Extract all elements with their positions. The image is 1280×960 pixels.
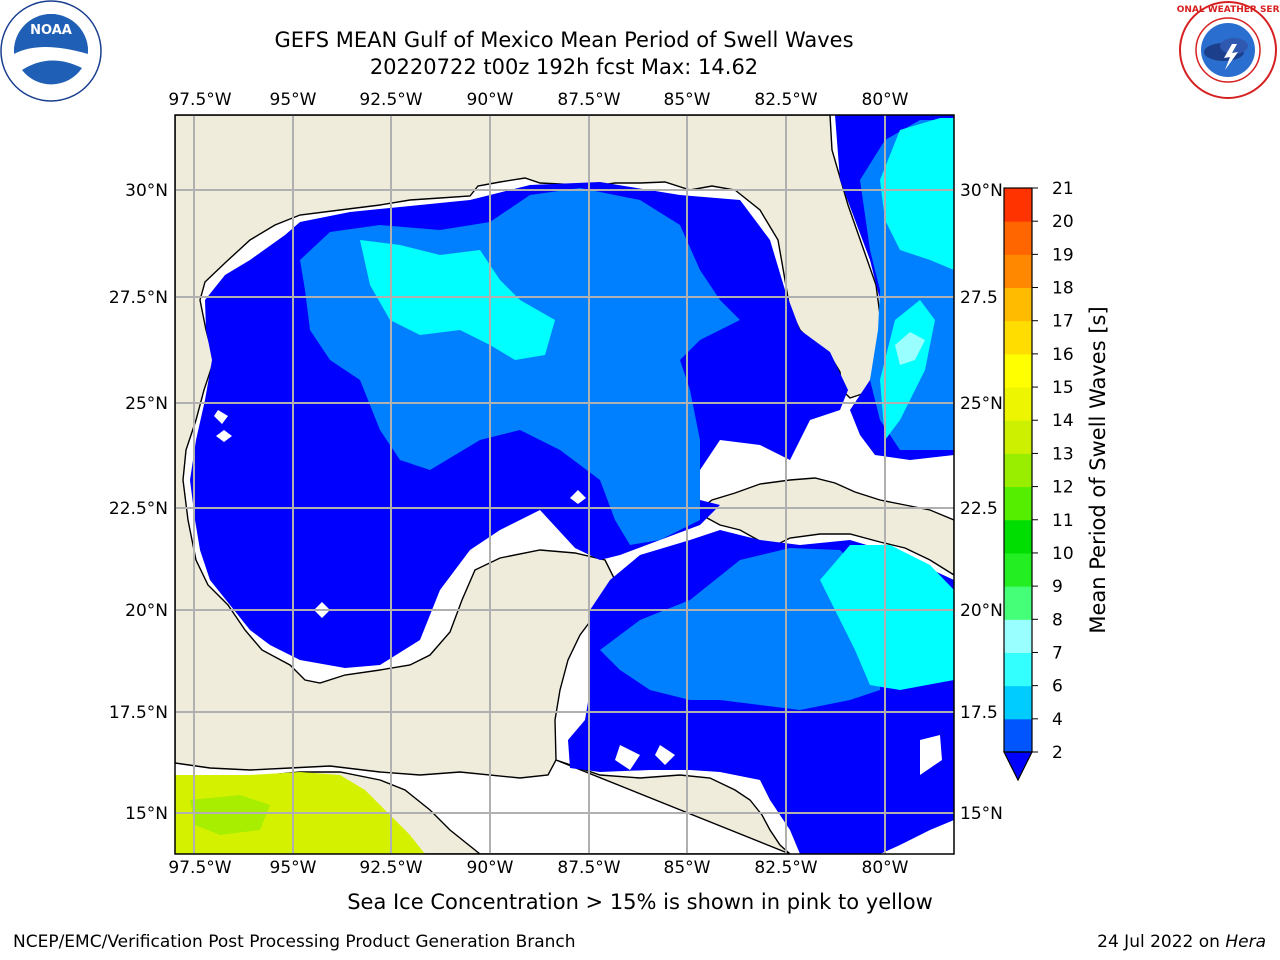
lon-tick-label: 90°W: [467, 858, 514, 878]
footer-host: Hera: [1225, 932, 1266, 952]
colorbar-segment: [1004, 619, 1032, 653]
colorbar-tick-label: 12: [1052, 478, 1074, 498]
lat-tick-label: 15°N: [125, 804, 168, 824]
lon-tick-label: 90°W: [467, 90, 514, 110]
colorbar-segment: [1004, 354, 1032, 388]
lon-labels-bottom: 97.5°W 95°W 92.5°W 90°W 87.5°W 85°W 82.5°W 80°W: [168, 858, 908, 878]
lon-tick-label: 82.5°W: [754, 90, 817, 110]
colorbar-tick-label: 8: [1052, 610, 1063, 630]
lon-tick-label: 97.5°W: [168, 90, 231, 110]
colorbar-segment: [1004, 321, 1032, 355]
colorbar-tick-label: 19: [1052, 245, 1074, 265]
lon-tick-label: 80°W: [862, 858, 909, 878]
colorbar-tick-label: 20: [1052, 212, 1074, 232]
colorbar-tick-label: 9: [1052, 577, 1063, 597]
footer-date-text: 24 Jul 2022 on: [1097, 932, 1220, 952]
colorbar-segment: [1004, 221, 1032, 255]
lat-tick-label: 25°N: [125, 394, 168, 414]
colorbar-segment: [1004, 288, 1032, 322]
lon-labels-top: 97.5°W 95°W 92.5°W 90°W 87.5°W 85°W 82.5°W 80°W: [168, 90, 908, 110]
lon-tick-label: 85°W: [664, 90, 711, 110]
lat-tick-label: 22.5: [960, 499, 998, 519]
colorbar-tick-label: 16: [1052, 345, 1074, 365]
colorbar-tick-label: 11: [1052, 511, 1074, 531]
colorbar-tick-label: 6: [1052, 677, 1063, 697]
colorbar-tick-label: 15: [1052, 378, 1074, 398]
colorbar-tick-label: 10: [1052, 544, 1074, 564]
colorbar-label: Mean Period of Swell Waves [s]: [1086, 306, 1110, 633]
lat-labels-left: 30°N 27.5°N 25°N 22.5°N 20°N 17.5°N 15°N: [109, 181, 168, 824]
colorbar-tick-label: 7: [1052, 643, 1063, 663]
footer-credit: NCEP/EMC/Verification Post Processing Pr…: [13, 932, 576, 952]
lat-tick-label: 22.5°N: [109, 499, 168, 519]
lon-tick-label: 80°W: [862, 90, 909, 110]
colorbar-tick-label: 17: [1052, 312, 1074, 332]
lon-tick-label: 97.5°W: [168, 858, 231, 878]
colorbar-under-arrow: [1004, 752, 1032, 780]
colorbar-tick-label: 2: [1052, 743, 1063, 763]
lat-tick-label: 17.5: [960, 703, 998, 723]
colorbar-segment: [1004, 487, 1032, 521]
lon-tick-label: 95°W: [270, 90, 317, 110]
colorbar-tick-label: 18: [1052, 279, 1074, 299]
colorbar-segment: [1004, 254, 1032, 288]
sea-ice-note: Sea Ice Concentration > 15% is shown in …: [0, 890, 1280, 914]
colorbar-segment: [1004, 719, 1032, 753]
lat-tick-label: 17.5°N: [109, 703, 168, 723]
colorbar-segment: [1004, 453, 1032, 487]
lat-tick-label: 15°N: [960, 804, 1003, 824]
lat-tick-label: 20°N: [960, 601, 1003, 621]
colorbar-segment: [1004, 420, 1032, 454]
lon-tick-label: 87.5°W: [557, 90, 620, 110]
colorbar-segment: [1004, 188, 1032, 222]
lat-labels-right: 30°N 27.5 25°N 22.5 20°N 17.5 15°N: [960, 181, 1003, 824]
lat-tick-label: 27.5°N: [109, 288, 168, 308]
colorbar-tick-label: 21: [1052, 179, 1074, 199]
lon-tick-label: 87.5°W: [557, 858, 620, 878]
footer-date: 24 Jul 2022 on Hera: [1097, 932, 1266, 952]
colorbar-segment: [1004, 553, 1032, 587]
lon-tick-label: 92.5°W: [359, 90, 422, 110]
lon-tick-label: 82.5°W: [754, 858, 817, 878]
lat-tick-label: 20°N: [125, 601, 168, 621]
colorbar-tick-label: 14: [1052, 411, 1074, 431]
colorbar-segment: [1004, 686, 1032, 720]
colorbar-segment: [1004, 586, 1032, 620]
lat-tick-label: 30°N: [125, 181, 168, 201]
lat-tick-label: 30°N: [960, 181, 1003, 201]
colorbar-tick-label: 4: [1052, 710, 1063, 730]
colorbar-segment: [1004, 520, 1032, 554]
lon-tick-label: 95°W: [270, 858, 317, 878]
lat-tick-label: 25°N: [960, 394, 1003, 414]
colorbar-segment: [1004, 652, 1032, 686]
colorbar-segment: [1004, 387, 1032, 421]
colorbar-tick-label: 13: [1052, 444, 1074, 464]
lat-tick-label: 27.5: [960, 288, 998, 308]
lon-tick-label: 92.5°W: [359, 858, 422, 878]
colorbar: 2 4 6 7 8 9 10 11 12 13 14 15 16 17 18 19 20 21: [1004, 179, 1074, 780]
lon-tick-label: 85°W: [664, 858, 711, 878]
